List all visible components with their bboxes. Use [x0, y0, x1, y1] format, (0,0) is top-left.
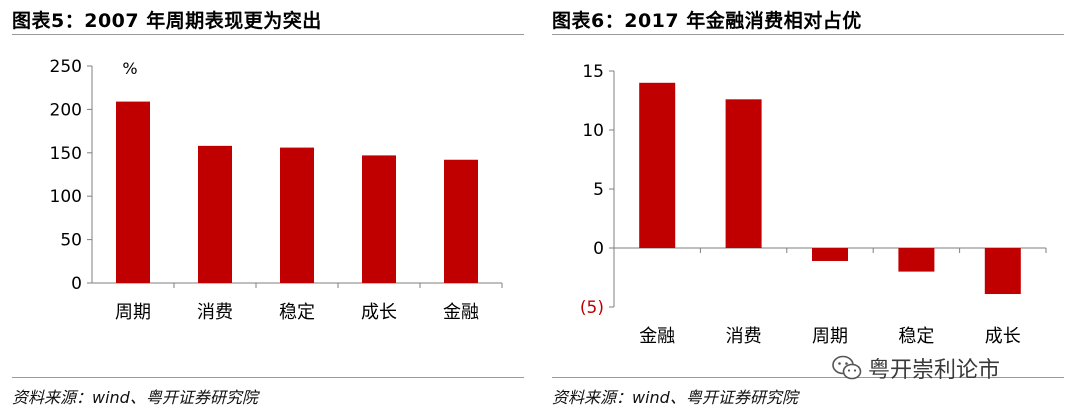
bar-消费 — [198, 145, 232, 283]
bar-成长 — [984, 248, 1021, 295]
watermark-text: 粤开崇利论市 — [868, 358, 1001, 383]
x-tick-label: 成长 — [985, 326, 1021, 347]
chart-panel-right: 图表6：2017 年金融消费相对占优 (5) 0 5 10 15 金融 消费 周期 稳定 成长 资… — [552, 0, 1064, 418]
y-tick-label: (5) — [580, 298, 604, 318]
bar-消费 — [725, 99, 762, 248]
watermark: 粤开崇利论市 — [832, 352, 1000, 384]
x-tick-label: 消费 — [726, 326, 762, 347]
y-tick-label: 5 — [593, 180, 604, 200]
y-tick-label: 50 — [60, 231, 82, 251]
y-tick-label: 0 — [593, 239, 604, 259]
bar-稳定 — [898, 248, 935, 272]
x-tick-label: 成长 — [361, 302, 397, 323]
source-divider-right — [552, 377, 1064, 378]
chart-panel-left: 图表5：2007 年周期表现更为突出 0 50 100 150 200 250 周期 消费 稳定… — [12, 0, 524, 418]
x-tick-label: 周期 — [115, 302, 151, 323]
y-tick-label: 150 — [50, 144, 82, 164]
title-divider-left — [12, 34, 524, 35]
source-note-right: 资料来源：wind、粤开证券研究院 — [552, 388, 798, 407]
x-tick-label: 消费 — [197, 302, 233, 323]
bar-金融 — [639, 82, 676, 248]
source-note-left: 资料来源：wind、粤开证券研究院 — [12, 388, 258, 407]
chart-title-right: 图表6：2017 年金融消费相对占优 — [552, 10, 862, 32]
wechat-icon — [832, 355, 862, 380]
title-divider-right — [552, 34, 1064, 35]
x-tick-label: 金融 — [443, 302, 479, 323]
x-tick-label: 金融 — [639, 326, 675, 347]
x-tick-label: 稳定 — [898, 326, 934, 347]
bar-金融 — [444, 159, 478, 283]
unit-label: % — [122, 59, 137, 78]
y-tick-label: 200 — [50, 100, 82, 120]
bar-周期 — [116, 101, 150, 283]
bar-成长 — [362, 155, 396, 283]
bar-chart-left: 0 50 100 150 200 250 周期 消费 稳定 成长 金融% — [50, 57, 503, 323]
y-tick-label: 100 — [50, 187, 82, 207]
bar-周期 — [812, 248, 848, 261]
y-tick-label: 0 — [71, 274, 82, 294]
chart-title-left: 图表5：2007 年周期表现更为突出 — [12, 10, 322, 32]
y-tick-label: 250 — [50, 57, 82, 77]
source-divider-left — [12, 377, 524, 378]
x-tick-label: 周期 — [812, 326, 848, 347]
x-tick-label: 稳定 — [279, 302, 315, 323]
bar-稳定 — [280, 147, 314, 283]
y-tick-label: 10 — [582, 121, 604, 141]
bar-chart-right: (5) 0 5 10 15 金融 消费 周期 稳定 成长 — [580, 62, 1047, 347]
y-tick-label: 15 — [582, 62, 604, 82]
